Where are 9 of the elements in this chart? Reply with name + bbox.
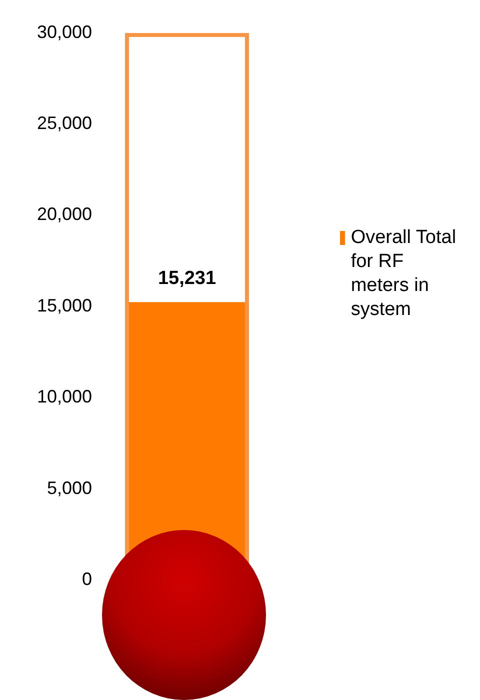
y-tick-label: 15,000 <box>36 295 92 316</box>
y-tick-label: 0 <box>82 568 92 589</box>
y-tick-label: 20,000 <box>36 204 92 224</box>
y-tick-label: 5,000 <box>46 478 92 498</box>
y-tick-label: 10,000 <box>36 386 92 407</box>
y-tick-label: 25,000 <box>36 112 92 133</box>
legend-label: Overall Total for RF meters in system <box>350 226 458 322</box>
text: 15,231 <box>158 268 216 289</box>
y-tick-label: 30,000 <box>36 22 92 42</box>
